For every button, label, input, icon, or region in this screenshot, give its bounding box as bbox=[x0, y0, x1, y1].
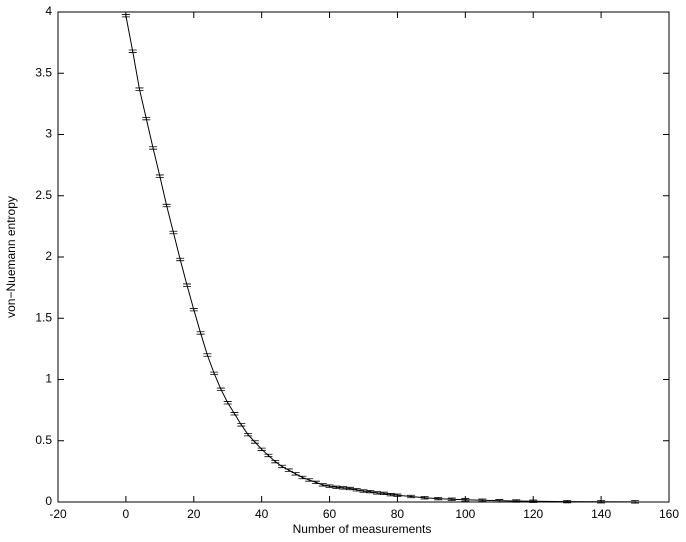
error-bar bbox=[291, 472, 300, 476]
error-bar bbox=[216, 387, 225, 391]
x-tick-label: 60 bbox=[323, 507, 337, 521]
error-bar bbox=[447, 497, 456, 501]
error-bar bbox=[339, 486, 348, 490]
error-bar bbox=[278, 464, 287, 469]
error-bar bbox=[135, 87, 144, 91]
error-bar bbox=[149, 146, 158, 150]
y-tick-label: 1.5 bbox=[35, 310, 52, 324]
y-tick-label: 0.5 bbox=[35, 433, 52, 447]
x-tick-label: 160 bbox=[659, 507, 679, 521]
error-bar bbox=[597, 500, 606, 504]
error-bar bbox=[359, 489, 368, 493]
y-tick-label: 2.5 bbox=[35, 188, 52, 202]
error-bar bbox=[332, 485, 341, 489]
error-bar bbox=[284, 468, 293, 472]
x-tick-label: -20 bbox=[49, 507, 67, 521]
error-bar bbox=[529, 499, 538, 503]
error-bar bbox=[128, 49, 137, 53]
error-bar bbox=[250, 440, 259, 444]
y-tick-label: 3.5 bbox=[35, 65, 52, 79]
error-bar bbox=[461, 498, 470, 502]
error-bar bbox=[203, 353, 212, 357]
x-tick-label: 0 bbox=[123, 507, 130, 521]
error-bar bbox=[311, 480, 320, 485]
error-bar bbox=[373, 491, 382, 495]
x-axis-label: Number of measurements bbox=[293, 522, 432, 536]
y-tick-label: 2 bbox=[45, 249, 52, 263]
error-bar bbox=[631, 500, 640, 504]
error-bar bbox=[189, 308, 198, 312]
error-bar bbox=[121, 14, 130, 18]
error-bar bbox=[142, 116, 151, 121]
x-tick-label: 40 bbox=[255, 507, 269, 521]
error-bar bbox=[230, 412, 239, 416]
error-bar bbox=[271, 459, 280, 464]
error-bar bbox=[169, 230, 178, 235]
error-bar bbox=[512, 499, 521, 503]
error-bar bbox=[379, 491, 388, 496]
error-bar bbox=[393, 493, 402, 497]
error-bar bbox=[210, 371, 219, 375]
error-bar bbox=[237, 423, 246, 427]
error-bar bbox=[434, 496, 443, 501]
error-bar bbox=[325, 484, 334, 488]
error-bar bbox=[386, 493, 395, 497]
x-tick-label: 120 bbox=[523, 507, 543, 521]
error-bar bbox=[244, 433, 253, 437]
error-bar bbox=[318, 483, 327, 487]
y-tick-label: 4 bbox=[45, 4, 52, 18]
error-bar bbox=[264, 453, 273, 458]
error-bar bbox=[407, 494, 416, 499]
x-tick-label: 20 bbox=[187, 507, 201, 521]
error-bar bbox=[182, 283, 191, 287]
y-axis-label: von−Nuemann entropy bbox=[4, 196, 18, 318]
error-bar bbox=[223, 401, 232, 405]
y-tick-label: 1 bbox=[45, 372, 52, 386]
y-tick-label: 0 bbox=[45, 494, 52, 508]
error-bar bbox=[155, 174, 164, 178]
x-tick-label: 100 bbox=[455, 507, 475, 521]
error-bar bbox=[366, 489, 375, 494]
error-bar bbox=[345, 486, 354, 491]
y-tick-label: 3 bbox=[45, 127, 52, 141]
x-tick-label: 140 bbox=[591, 507, 611, 521]
x-tick-label: 80 bbox=[391, 507, 405, 521]
error-bar bbox=[563, 500, 572, 504]
error-bar bbox=[478, 498, 487, 502]
error-bar bbox=[257, 447, 266, 451]
error-bar bbox=[162, 203, 171, 208]
error-bar bbox=[495, 499, 504, 503]
error-bar bbox=[352, 488, 361, 492]
error-bar bbox=[196, 331, 205, 335]
error-bar bbox=[305, 478, 314, 482]
error-bar bbox=[176, 257, 185, 262]
error-bar bbox=[420, 496, 429, 500]
error-bar bbox=[298, 475, 307, 480]
